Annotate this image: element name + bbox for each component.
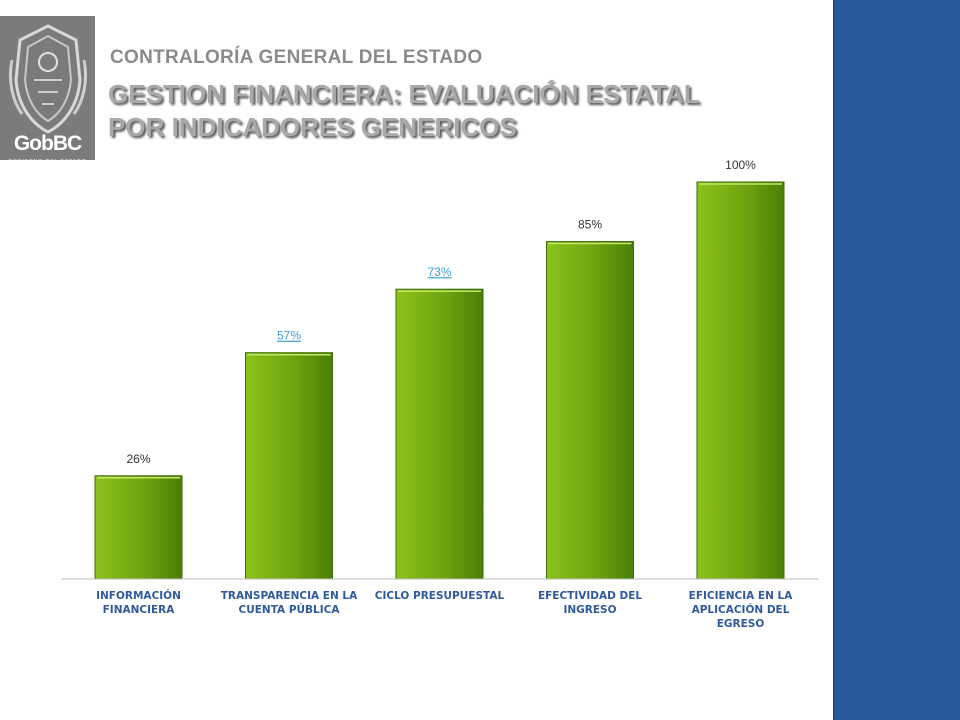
organization-name: CONTRALORÍA GENERAL DEL ESTADO xyxy=(110,47,483,68)
category-label-line: CUENTA PÚBLICA xyxy=(239,603,341,616)
bar-1 xyxy=(94,475,183,580)
category-label-line: INFORMACIÓN xyxy=(96,589,181,602)
category-label-line: APLICACIÓN DEL xyxy=(692,603,790,616)
bar-4 xyxy=(546,241,634,580)
page-title: GESTION FINANCIERA: EVALUACIÓN ESTATAL P… xyxy=(108,78,808,144)
title-line-1: GESTION FINANCIERA: EVALUACIÓN ESTATAL xyxy=(108,79,700,109)
category-label-line: CICLO PRESUPUESTAL xyxy=(375,590,505,602)
data-label-3: 73% xyxy=(427,265,451,279)
logo-subtitle-text: GOBIERNO DEL ESTADO xyxy=(8,159,87,165)
category-label-line: EFECTIVIDAD DEL xyxy=(538,590,642,602)
category-label-line: INGRESO xyxy=(563,604,616,616)
state-crest-icon xyxy=(8,24,88,134)
category-label-1: INFORMACIÓN FINANCIERA xyxy=(96,589,181,616)
data-label-4: 85% xyxy=(578,218,602,232)
logo-brand-text: GobBC xyxy=(13,132,82,155)
right-decorative-bar xyxy=(833,0,960,720)
category-label-3: CICLO PRESUPUESTAL xyxy=(375,590,505,602)
category-label-line: EFICIENCIA EN LA xyxy=(689,590,794,602)
category-label-line: EGRESO xyxy=(717,618,765,630)
data-label-2: 57% xyxy=(277,329,301,343)
bar-5 xyxy=(696,181,785,580)
title-line-2: POR INDICADORES GENERICOS xyxy=(108,112,517,142)
category-label-line: FINANCIERA xyxy=(103,604,176,616)
category-label-5: EFICIENCIA EN LA APLICACIÓN DEL EGRESO xyxy=(689,590,794,630)
category-label-4: EFECTIVIDAD DEL INGRESO xyxy=(538,590,642,616)
data-label-5: 100% xyxy=(725,158,756,172)
data-label-1: 26% xyxy=(126,452,150,466)
category-label-2: TRANSPARENCIA EN LA CUENTA PÚBLICA xyxy=(221,590,358,616)
bar-2 xyxy=(245,352,333,580)
gobbc-logo: GobBC GOBIERNO DEL ESTADO xyxy=(0,16,95,165)
bar-3 xyxy=(395,288,484,580)
category-label-line: TRANSPARENCIA EN LA xyxy=(221,590,358,602)
